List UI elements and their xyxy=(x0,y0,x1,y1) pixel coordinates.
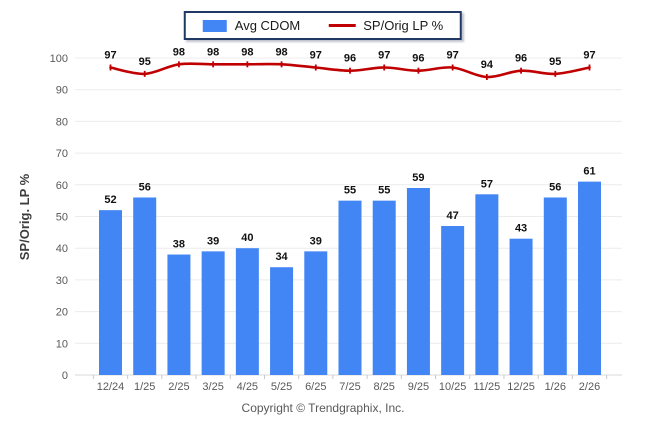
line-value-label: 97 xyxy=(378,50,390,62)
y-tick-label: 10 xyxy=(56,338,68,350)
bar xyxy=(372,200,396,375)
x-tick-label: 5/25 xyxy=(271,381,292,393)
bar-value-label: 39 xyxy=(207,235,219,247)
line-value-label: 98 xyxy=(173,46,185,58)
bar xyxy=(304,251,328,375)
x-tick-label: 11/25 xyxy=(473,381,500,393)
legend-item-sp-orig-lp: SP/Orig LP % xyxy=(328,18,443,33)
x-tick-label: 4/25 xyxy=(237,381,258,393)
x-tick-label: 12/25 xyxy=(507,381,535,393)
y-tick-label: 70 xyxy=(56,148,68,160)
bar-value-label: 52 xyxy=(104,194,116,206)
x-tick-label: 3/25 xyxy=(202,381,223,393)
line-value-label: 98 xyxy=(275,46,287,58)
bar-value-label: 59 xyxy=(412,172,424,184)
x-tick-label: 1/25 xyxy=(134,381,155,393)
y-tick-label: 20 xyxy=(56,307,68,319)
y-tick-label: 0 xyxy=(62,370,68,382)
x-tick-label: 8/25 xyxy=(374,381,395,393)
bar xyxy=(578,181,601,375)
x-tick-label: 1/26 xyxy=(545,381,566,393)
bar-value-label: 61 xyxy=(583,166,595,178)
line-value-label: 97 xyxy=(310,50,322,62)
line-swatch-icon xyxy=(328,24,356,27)
x-tick-label: 7/25 xyxy=(339,381,360,393)
bar xyxy=(99,210,122,375)
bar xyxy=(167,254,191,375)
y-tick-label: 50 xyxy=(56,212,68,224)
bar-value-label: 55 xyxy=(378,185,390,197)
line-value-label: 96 xyxy=(412,53,424,65)
copyright-text: Copyright © Trendgraphix, Inc. xyxy=(241,401,405,415)
line-value-label: 98 xyxy=(241,46,253,58)
bar xyxy=(133,197,157,375)
trend-line xyxy=(109,62,591,79)
y-tick-label: 40 xyxy=(56,243,68,255)
bar xyxy=(406,187,430,375)
legend-item-avg-cdom: Avg CDOM xyxy=(202,18,301,33)
bar-value-label: 55 xyxy=(344,185,356,197)
chart-legend: Avg CDOM SP/Orig LP % xyxy=(183,11,463,40)
bar-value-label: 38 xyxy=(173,239,185,251)
y-tick-label: 80 xyxy=(56,116,68,128)
line-value-label: 95 xyxy=(549,56,561,68)
bar xyxy=(543,197,567,375)
legend-label-avg-cdom: Avg CDOM xyxy=(234,18,301,33)
bar-value-label: 57 xyxy=(481,178,493,190)
line-value-label: 98 xyxy=(207,46,219,58)
line-value-label: 95 xyxy=(139,56,151,68)
x-tick-label: 9/25 xyxy=(408,381,429,393)
bar xyxy=(235,248,259,375)
line-value-label: 96 xyxy=(515,53,527,65)
bar-value-label: 34 xyxy=(275,251,288,263)
line-value-label: 96 xyxy=(344,53,356,65)
y-tick-label: 100 xyxy=(50,53,68,65)
x-tick-label: 12/24 xyxy=(97,381,125,393)
y-tick-label: 60 xyxy=(56,180,68,192)
x-tick-label: 2/25 xyxy=(168,381,189,393)
bar-value-label: 40 xyxy=(241,232,253,244)
bar-value-label: 56 xyxy=(139,181,151,193)
line-value-label: 94 xyxy=(481,59,494,71)
bar-value-label: 43 xyxy=(515,223,527,235)
x-tick-label: 2/26 xyxy=(579,381,600,393)
bar-value-label: 47 xyxy=(447,210,459,222)
combo-bar-line-chart: 0 10 20 30 40 50 60 70 80 90 100 52 12/24 56 1/25 38 2/2… xyxy=(50,46,622,393)
bar xyxy=(201,251,225,375)
bar xyxy=(270,267,294,375)
bar-value-label: 39 xyxy=(310,235,322,247)
bar xyxy=(338,200,362,375)
y-axis-title: SP/Orig. LP % xyxy=(17,173,32,261)
bar-swatch-icon xyxy=(202,19,227,32)
line-value-label: 97 xyxy=(104,50,116,62)
line-value-label: 97 xyxy=(583,50,595,62)
x-tick-label: 10/25 xyxy=(439,381,467,393)
x-tick-label: 6/25 xyxy=(305,381,326,393)
y-tick-label: 30 xyxy=(56,275,68,287)
y-tick-label: 90 xyxy=(56,85,68,97)
bar xyxy=(475,194,499,375)
bar xyxy=(509,238,533,375)
bar-value-label: 56 xyxy=(549,181,561,193)
bar xyxy=(441,226,465,375)
line-value-label: 97 xyxy=(447,50,459,62)
legend-label-sp-orig-lp: SP/Orig LP % xyxy=(363,18,444,33)
